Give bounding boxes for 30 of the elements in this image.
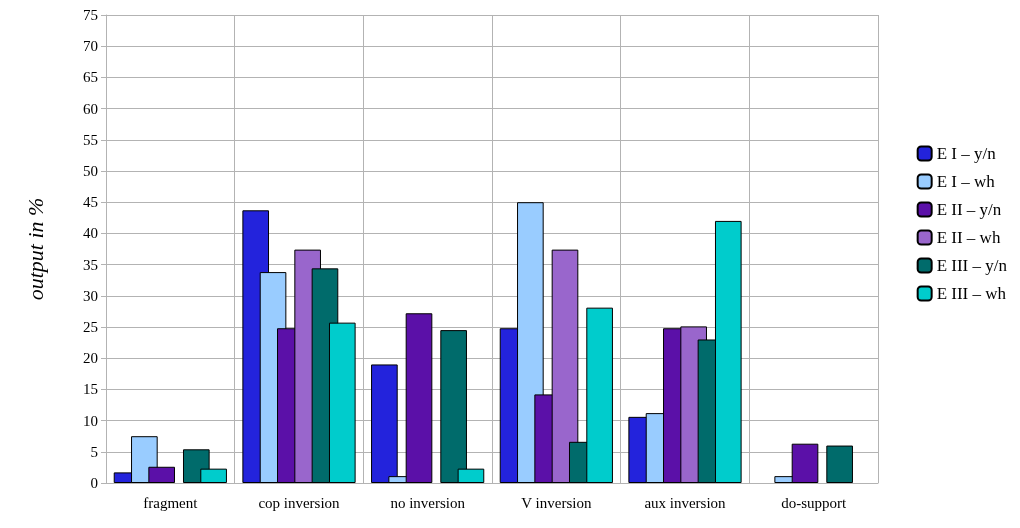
x-tick-label: no inversion xyxy=(390,494,466,511)
y-tick-label: 75 xyxy=(83,7,98,23)
x-tick-label: aux inversion xyxy=(644,494,727,511)
x-tick-label: do-support xyxy=(781,494,847,511)
x-tick-label: V inversion xyxy=(521,494,592,511)
x-tick-label: fragment xyxy=(143,494,199,511)
legend-label: E II – wh xyxy=(936,228,1001,247)
legend-label: E III – y/n xyxy=(936,256,1008,275)
x-tick-label: cop inversion xyxy=(258,494,341,511)
y-tick-label: 0 xyxy=(90,475,98,491)
y-tick-label: 20 xyxy=(83,350,98,367)
bar xyxy=(826,445,853,483)
legend-label: E III – wh xyxy=(936,284,1007,303)
legend-label: E I – wh xyxy=(936,172,996,191)
y-tick-label: 25 xyxy=(83,319,98,335)
y-tick-label: 15 xyxy=(83,381,98,398)
y-tick-label: 60 xyxy=(83,100,98,117)
legend-label: E II – y/n xyxy=(936,200,1002,219)
y-tick-label: 35 xyxy=(83,256,98,273)
y-tick-label: 65 xyxy=(83,69,98,86)
y-tick-label: 50 xyxy=(83,163,98,179)
y-tick-label: 45 xyxy=(83,194,98,211)
y-axis-title: output in % xyxy=(22,197,48,301)
y-tick-label: 5 xyxy=(90,443,98,460)
y-tick-label: 10 xyxy=(83,412,98,429)
y-tick-label: 30 xyxy=(83,287,98,304)
y-tick-label: 70 xyxy=(83,38,98,55)
y-tick-label: 55 xyxy=(83,131,98,148)
y-tick-label: 40 xyxy=(83,225,98,242)
legend-label: E I – y/n xyxy=(936,144,997,163)
